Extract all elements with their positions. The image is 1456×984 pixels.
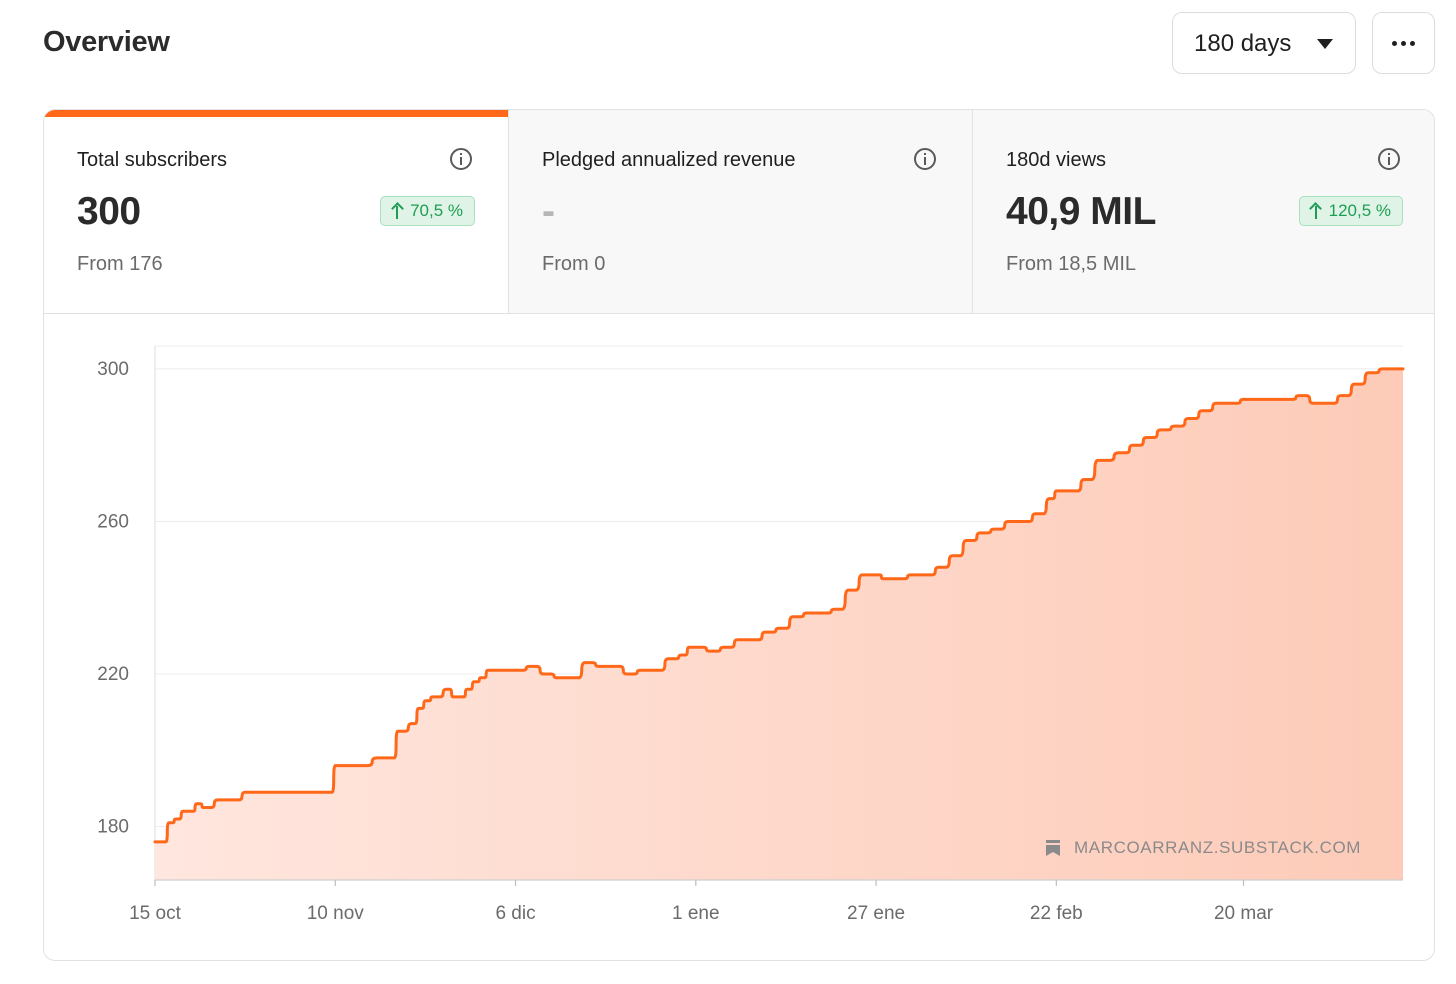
arrow-up-icon <box>1309 203 1323 219</box>
caret-down-icon <box>1317 39 1333 49</box>
active-tab-indicator <box>44 110 508 117</box>
page-title: Overview <box>43 26 170 58</box>
x-tick-label: 1 ene <box>672 903 720 924</box>
watermark-text: MARCOARRANZ.SUBSTACK.COM <box>1074 838 1362 857</box>
stat-from: From 0 <box>542 253 606 275</box>
series-area <box>155 368 1403 880</box>
x-tick-label: 22 feb <box>1030 903 1083 924</box>
series-line <box>153 367 1405 844</box>
stat-value: 300 <box>77 190 141 233</box>
subscribers-chart[interactable]: 180 220 260 300 15 oct 10 nov 6 dic 1 ene 27 ene… <box>44 110 1435 961</box>
delta-badge: 120,5 % <box>1298 196 1403 226</box>
overview-card: Total subscribers 300 70,5 % From 176 Pl… <box>43 109 1435 961</box>
y-tick-label: 180 <box>97 817 129 838</box>
y-tick-label: 300 <box>97 359 129 380</box>
x-tick-label: 10 nov <box>307 903 365 924</box>
more-horizontal-icon <box>1392 41 1415 46</box>
stat-from: From 176 <box>77 253 163 275</box>
stat-tab-views[interactable]: 180d views 40,9 MIL 120,5 % From 18,5 MI… <box>972 110 1434 313</box>
stat-tab-total-subscribers[interactable]: Total subscribers 300 70,5 % From 176 <box>44 110 508 313</box>
stat-value: 40,9 MIL <box>1006 190 1156 233</box>
stat-tabs: Total subscribers 300 70,5 % From 176 Pl… <box>44 110 1434 314</box>
watermark: MARCOARRANZ.SUBSTACK.COM <box>1046 838 1361 858</box>
x-tick-label: 20 mar <box>1214 903 1274 924</box>
y-tick-label: 220 <box>97 664 129 685</box>
delta-value: 70,5 % <box>410 201 463 220</box>
more-options-button[interactable] <box>1372 12 1435 74</box>
arrow-up-icon <box>390 203 404 219</box>
date-range-select[interactable]: 180 days <box>1172 12 1356 74</box>
stat-label: Pledged annualized revenue <box>542 149 796 171</box>
x-tick-label: 27 ene <box>847 903 905 924</box>
stat-tab-pledged-revenue[interactable]: Pledged annualized revenue - From 0 <box>508 110 972 313</box>
date-range-value: 180 days <box>1194 30 1292 57</box>
info-icon[interactable] <box>1378 148 1400 170</box>
stat-from: From 18,5 MIL <box>1006 253 1137 275</box>
delta-badge: 70,5 % <box>380 196 475 226</box>
delta-value: 120,5 % <box>1328 201 1391 220</box>
x-tick-label: 15 oct <box>129 903 181 924</box>
stat-label: 180d views <box>1006 149 1107 171</box>
y-tick-label: 260 <box>97 511 129 532</box>
bookmark-icon <box>1046 840 1060 856</box>
x-tick-label: 6 dic <box>495 903 535 924</box>
info-icon[interactable] <box>914 148 936 170</box>
stat-label: Total subscribers <box>77 149 228 171</box>
stat-value: - <box>542 190 555 233</box>
info-icon[interactable] <box>450 148 472 170</box>
